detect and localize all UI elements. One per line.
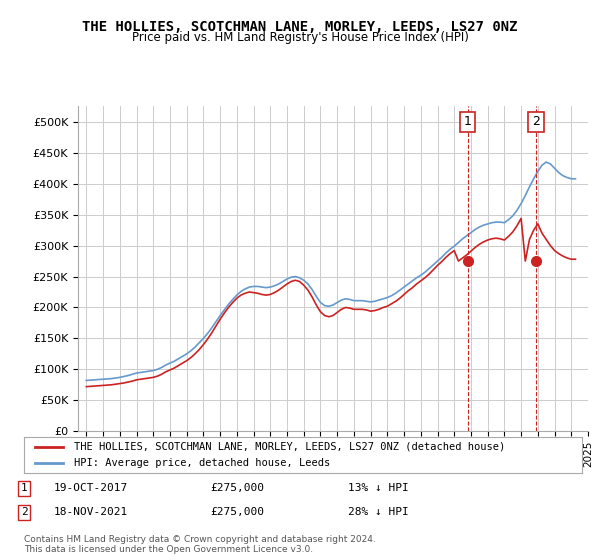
Text: 28% ↓ HPI: 28% ↓ HPI [348, 507, 409, 517]
Text: THE HOLLIES, SCOTCHMAN LANE, MORLEY, LEEDS, LS27 0NZ: THE HOLLIES, SCOTCHMAN LANE, MORLEY, LEE… [82, 20, 518, 34]
Text: 18-NOV-2021: 18-NOV-2021 [54, 507, 128, 517]
Text: 2: 2 [532, 115, 540, 128]
Text: Price paid vs. HM Land Registry's House Price Index (HPI): Price paid vs. HM Land Registry's House … [131, 31, 469, 44]
Text: Contains HM Land Registry data © Crown copyright and database right 2024.
This d: Contains HM Land Registry data © Crown c… [24, 535, 376, 554]
Text: THE HOLLIES, SCOTCHMAN LANE, MORLEY, LEEDS, LS27 0NZ (detached house): THE HOLLIES, SCOTCHMAN LANE, MORLEY, LEE… [74, 442, 505, 452]
Text: 2: 2 [20, 507, 28, 517]
Text: 19-OCT-2017: 19-OCT-2017 [54, 483, 128, 493]
Text: £275,000: £275,000 [210, 507, 264, 517]
Text: HPI: Average price, detached house, Leeds: HPI: Average price, detached house, Leed… [74, 458, 331, 468]
Text: 13% ↓ HPI: 13% ↓ HPI [348, 483, 409, 493]
Text: £275,000: £275,000 [210, 483, 264, 493]
Text: 1: 1 [464, 115, 472, 128]
Text: 1: 1 [20, 483, 28, 493]
